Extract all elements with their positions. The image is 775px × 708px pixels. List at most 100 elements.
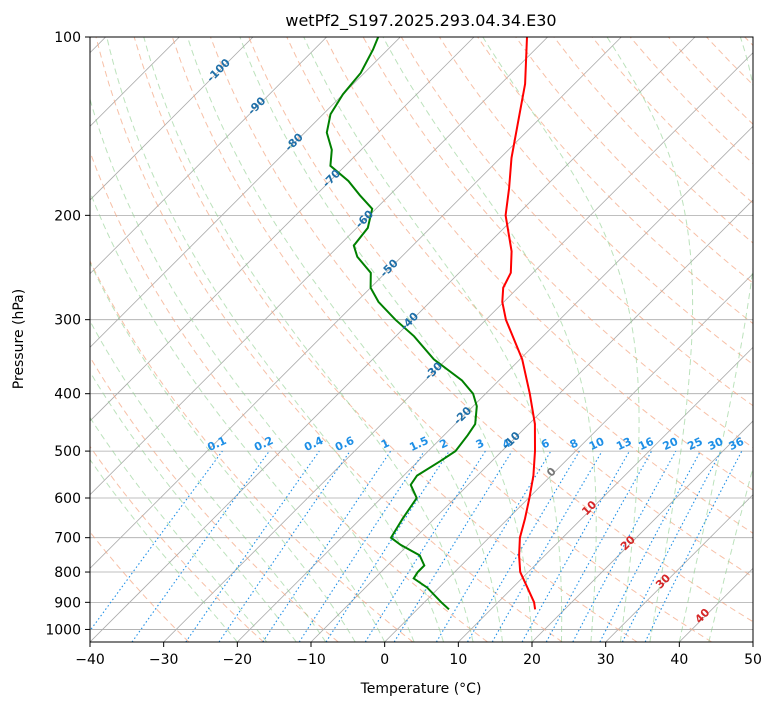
isotherm-line bbox=[90, 37, 622, 569]
moist-adiabat-line bbox=[90, 320, 327, 642]
mixing-ratio-label: 8 bbox=[568, 436, 580, 451]
x-tick-label: 40 bbox=[670, 652, 688, 668]
moist-adiabat-line bbox=[187, 37, 503, 642]
moist-adiabat-line bbox=[303, 37, 563, 642]
dry-adiabat-label: -40 bbox=[398, 310, 421, 333]
isotherm-line bbox=[90, 37, 254, 201]
dry-adiabat-label: -90 bbox=[245, 94, 268, 117]
isotherm-line bbox=[90, 37, 548, 496]
x-tick-label: −30 bbox=[149, 652, 179, 668]
y-tick-label: 500 bbox=[54, 444, 81, 460]
mixing-ratio-label: 20 bbox=[661, 435, 681, 453]
x-tick-label: −40 bbox=[75, 652, 105, 668]
moist-adiabat-label: 10 bbox=[579, 498, 599, 518]
dry-adiabat-line bbox=[133, 37, 638, 642]
isotherm-line bbox=[90, 37, 696, 642]
isotherm-line bbox=[384, 273, 753, 642]
moist-adiabat-line bbox=[678, 37, 753, 642]
moist-adiabat-label: 0 bbox=[544, 465, 559, 480]
y-tick-label: 300 bbox=[54, 313, 81, 329]
mixing-ratio-line bbox=[90, 450, 223, 632]
isotherm-line bbox=[531, 420, 753, 642]
dry-adiabat-label: -80 bbox=[283, 130, 306, 153]
isotherm-line bbox=[163, 52, 753, 642]
dry-adiabat-line bbox=[553, 37, 753, 244]
mixing-ratio-line bbox=[545, 450, 653, 642]
plot-frame bbox=[89, 36, 754, 643]
x-tick-label: 10 bbox=[449, 652, 467, 668]
y-axis-label: Pressure (hPa) bbox=[11, 289, 27, 389]
dewpoint-line bbox=[325, 37, 478, 611]
dry-adiabat-line bbox=[248, 37, 753, 578]
dry-adiabat-line bbox=[515, 37, 753, 284]
isotherm-line bbox=[237, 125, 753, 642]
y-tick-label: 100 bbox=[54, 30, 81, 46]
moist-adiabat-line bbox=[708, 465, 753, 642]
dry-adiabat-line bbox=[324, 37, 753, 491]
moist-adiabat-line bbox=[90, 370, 297, 642]
mixing-ratio-line bbox=[218, 450, 351, 642]
x-axis-label: Temperature (°C) bbox=[360, 681, 482, 697]
isotherm-line bbox=[458, 346, 753, 642]
chart-title: wetPf2_S197.2025.293.04.34.E30 bbox=[285, 11, 556, 31]
mixing-ratio-label: 10 bbox=[587, 435, 607, 453]
moist-adiabat-line bbox=[143, 37, 474, 642]
dry-adiabat-line bbox=[90, 445, 264, 642]
mixing-ratio-line bbox=[393, 450, 513, 642]
isotherm-line bbox=[605, 494, 753, 642]
y-tick-label: 700 bbox=[54, 531, 81, 547]
mixing-ratio-line bbox=[644, 450, 743, 642]
dry-adiabat-line bbox=[668, 37, 753, 125]
mixing-ratio-label: 36 bbox=[727, 435, 747, 453]
mixing-ratio-label: 30 bbox=[706, 435, 726, 453]
x-tick-label: 50 bbox=[744, 652, 762, 668]
dry-adiabat-label: -100 bbox=[204, 56, 233, 85]
dry-adiabat-line bbox=[90, 150, 488, 642]
isotherm-line bbox=[90, 37, 401, 348]
mixing-ratio-line bbox=[262, 450, 392, 642]
isotherm-line bbox=[310, 199, 753, 642]
dry-adiabat-label: -10 bbox=[500, 429, 523, 452]
isotherm-line bbox=[752, 641, 753, 642]
mixing-ratio-label: 25 bbox=[685, 435, 704, 453]
mixing-ratio-line bbox=[572, 450, 677, 642]
moist-adiabat-line bbox=[106, 37, 445, 642]
x-tick-label: 20 bbox=[523, 652, 541, 668]
moist-adiabat-label: 40 bbox=[692, 606, 712, 626]
dry-adiabat-label: -30 bbox=[422, 359, 445, 382]
line-labels: 0.1 0.2 0.4 0.6 1 1.5 2 3 4 6 8 10 13 16 20 25 30 36-100-… bbox=[204, 56, 746, 626]
y-tick-label: 200 bbox=[54, 208, 81, 224]
axes: −40 −30 −20 −10 0 10 20 30 40 5010020030040050060… bbox=[45, 30, 762, 668]
moist-adiabat-line bbox=[90, 190, 386, 642]
x-tick-label: −10 bbox=[296, 652, 326, 668]
mixing-ratio-label: 1 bbox=[379, 436, 391, 451]
moist-adiabat-line bbox=[482, 37, 640, 642]
dry-adiabat-line bbox=[90, 259, 414, 642]
moist-adiabat-line bbox=[606, 37, 694, 642]
isotherm-line bbox=[679, 567, 753, 642]
x-tick-label: 30 bbox=[597, 652, 615, 668]
dry-adiabat-line bbox=[90, 356, 339, 642]
dry-adiabat-line bbox=[744, 37, 753, 47]
y-tick-label: 1000 bbox=[45, 622, 81, 638]
dry-adiabat-label: -60 bbox=[353, 207, 376, 230]
mixing-ratio-line bbox=[521, 450, 630, 642]
dry-adiabat-line bbox=[286, 37, 753, 534]
moist-adiabat-label: 30 bbox=[653, 571, 673, 591]
mixing-ratio-label: 16 bbox=[636, 435, 656, 453]
mixing-ratio-line bbox=[325, 450, 450, 642]
mixing-ratio-line bbox=[467, 450, 580, 642]
dry-adiabat-line bbox=[90, 531, 190, 642]
mixing-ratio-label: 13 bbox=[614, 435, 633, 453]
isotherm-line bbox=[90, 37, 475, 422]
mixing-ratio-line bbox=[298, 450, 425, 642]
moist-adiabat-label: 20 bbox=[618, 533, 638, 553]
mixing-ratio-line bbox=[131, 450, 270, 642]
moist-adiabat-line bbox=[382, 37, 597, 642]
moist-adiabat-line bbox=[90, 261, 356, 642]
isotherm-line bbox=[90, 37, 327, 275]
moist-adiabat-line bbox=[90, 97, 415, 642]
dry-adiabat-line bbox=[95, 37, 563, 642]
moist-adiabat-line bbox=[90, 458, 238, 642]
